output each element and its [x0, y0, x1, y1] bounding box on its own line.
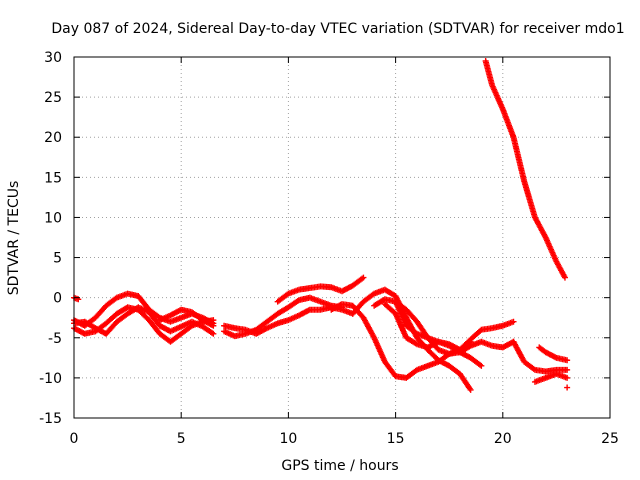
grid	[74, 57, 610, 418]
data-point	[210, 317, 217, 324]
y-tick-label: 5	[53, 251, 62, 267]
data-point	[564, 384, 571, 391]
y-tick-label: -10	[39, 371, 62, 387]
x-tick-label: 25	[601, 431, 619, 447]
y-tick-label: 15	[44, 170, 62, 186]
chart-title: Day 087 of 2024, Sidereal Day-to-day VTE…	[51, 21, 624, 37]
y-tick-label: 25	[44, 90, 62, 106]
x-tick-label: 10	[279, 431, 297, 447]
data-point	[564, 374, 571, 381]
data-point	[561, 274, 568, 281]
y-tick-label: 30	[44, 50, 62, 66]
y-axis-label: SDTVAR / TECUs	[6, 181, 22, 296]
data-point	[360, 274, 367, 281]
data-points	[71, 58, 571, 393]
y-tick-label: 0	[53, 291, 62, 307]
y-tick-label: -5	[48, 331, 62, 347]
x-tick-label: 20	[494, 431, 512, 447]
x-tick-label: 5	[177, 431, 186, 447]
data-point	[564, 357, 571, 364]
x-tick-label: 15	[387, 431, 405, 447]
plot-frame	[73, 56, 611, 419]
y-tick-label: 20	[44, 130, 62, 146]
data-point	[478, 362, 485, 369]
data-point	[510, 318, 517, 325]
data-point	[467, 386, 474, 393]
axis-ticks: 0 5 10 15 20 25 -15 -10 -5 0 5 10 15 20 25 30	[39, 50, 619, 447]
y-tick-label: 10	[44, 210, 62, 226]
data-point	[210, 330, 217, 337]
data-point	[564, 366, 571, 373]
x-tick-label: 0	[70, 431, 79, 447]
data-point	[477, 327, 484, 334]
x-axis-label: GPS time / hours	[281, 458, 398, 474]
y-tick-label: -15	[39, 411, 62, 427]
data-point	[210, 322, 217, 329]
